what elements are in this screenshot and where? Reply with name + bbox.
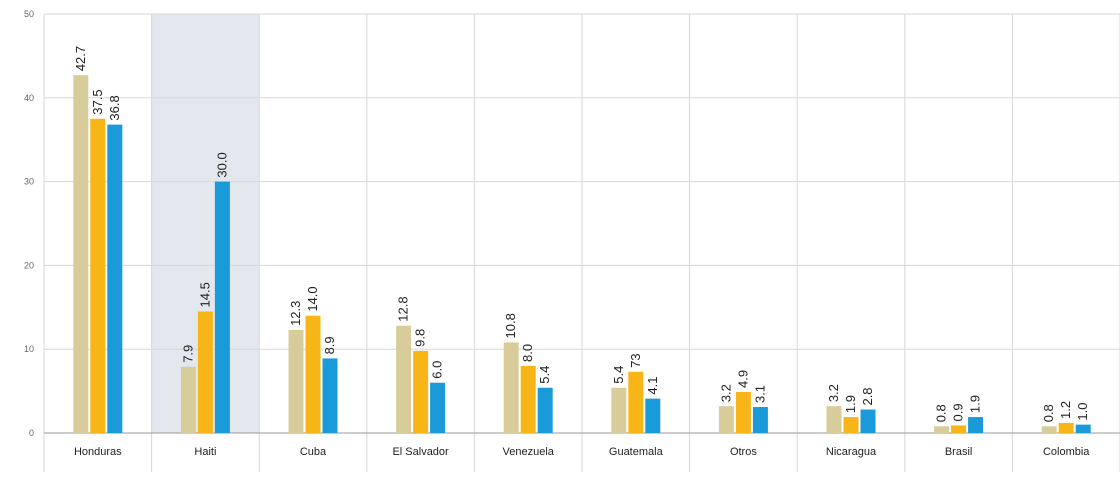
bar: [735, 391, 751, 433]
data-label: 5.4: [611, 366, 626, 384]
data-label: 37.5: [90, 89, 105, 114]
bar: [503, 342, 519, 433]
bar: [180, 366, 196, 433]
y-tick-label: 20: [24, 260, 34, 270]
bar: [1041, 426, 1057, 433]
y-tick-label: 50: [24, 9, 34, 19]
bar: [520, 365, 536, 433]
data-label: 2.8: [860, 387, 875, 405]
x-category-label: Cuba: [300, 446, 327, 458]
bar: [826, 406, 842, 433]
bar: [537, 387, 553, 433]
x-category-label: Guatemala: [609, 446, 664, 458]
data-label: 6.0: [430, 361, 445, 379]
bar: [843, 417, 859, 433]
bar: [611, 387, 627, 433]
bar: [107, 124, 123, 433]
data-label: 9.8: [413, 329, 428, 347]
bar: [413, 350, 429, 433]
data-label: 14.0: [305, 286, 320, 311]
data-label: 12.3: [288, 301, 303, 326]
bar: [752, 407, 768, 433]
x-category-label: Nicaragua: [826, 446, 877, 458]
data-label: 1.0: [1075, 403, 1090, 421]
data-label: 1.9: [968, 395, 983, 413]
data-label: 4.1: [645, 377, 660, 395]
bar: [1058, 422, 1074, 433]
x-category-label: Haiti: [194, 446, 216, 458]
bar: [214, 181, 230, 433]
bar: [860, 409, 876, 433]
y-tick-label: 0: [29, 428, 34, 438]
data-label: 42.7: [73, 46, 88, 71]
data-label: 3.2: [826, 384, 841, 402]
data-label: 1.2: [1058, 401, 1073, 419]
data-label: 36.8: [107, 95, 122, 120]
y-tick-label: 10: [24, 344, 34, 354]
x-category-label: El Salvador: [392, 446, 449, 458]
data-label: 1.9: [843, 395, 858, 413]
bar: [90, 118, 106, 433]
bar: [73, 75, 89, 433]
data-label: 30.0: [214, 152, 229, 177]
data-label: 8.9: [322, 336, 337, 354]
data-label: 8.0: [520, 344, 535, 362]
bar: [430, 382, 446, 433]
x-category-label: Otros: [730, 446, 757, 458]
data-label: 4.9: [735, 370, 750, 388]
data-label: 0.9: [951, 403, 966, 421]
bar: [1075, 424, 1091, 433]
data-label: 10.8: [503, 313, 518, 338]
x-category-label: Colombia: [1043, 446, 1090, 458]
x-category-label: Honduras: [74, 446, 122, 458]
data-label: 3.2: [718, 384, 733, 402]
x-category-label: Brasil: [945, 446, 973, 458]
bar: [396, 325, 412, 433]
bar: [718, 406, 734, 433]
data-label: 73: [628, 353, 643, 367]
bar: [322, 358, 338, 433]
bar: [628, 371, 644, 433]
bar: [197, 311, 213, 433]
data-label: 5.4: [537, 366, 552, 384]
y-tick-label: 30: [24, 177, 34, 187]
bar: [305, 315, 321, 433]
data-label: 0.8: [934, 404, 949, 422]
data-label: 0.8: [1041, 404, 1056, 422]
data-label: 14.5: [197, 282, 212, 307]
bar: [288, 329, 304, 433]
data-label: 7.9: [180, 345, 195, 363]
bar: [645, 398, 661, 433]
data-label: 3.1: [752, 385, 767, 403]
bar: [951, 425, 967, 433]
x-category-label: Venezuela: [503, 446, 555, 458]
y-tick-label: 40: [24, 93, 34, 103]
bar: [934, 426, 950, 433]
data-label: 12.8: [396, 296, 411, 321]
bar: [968, 417, 984, 433]
